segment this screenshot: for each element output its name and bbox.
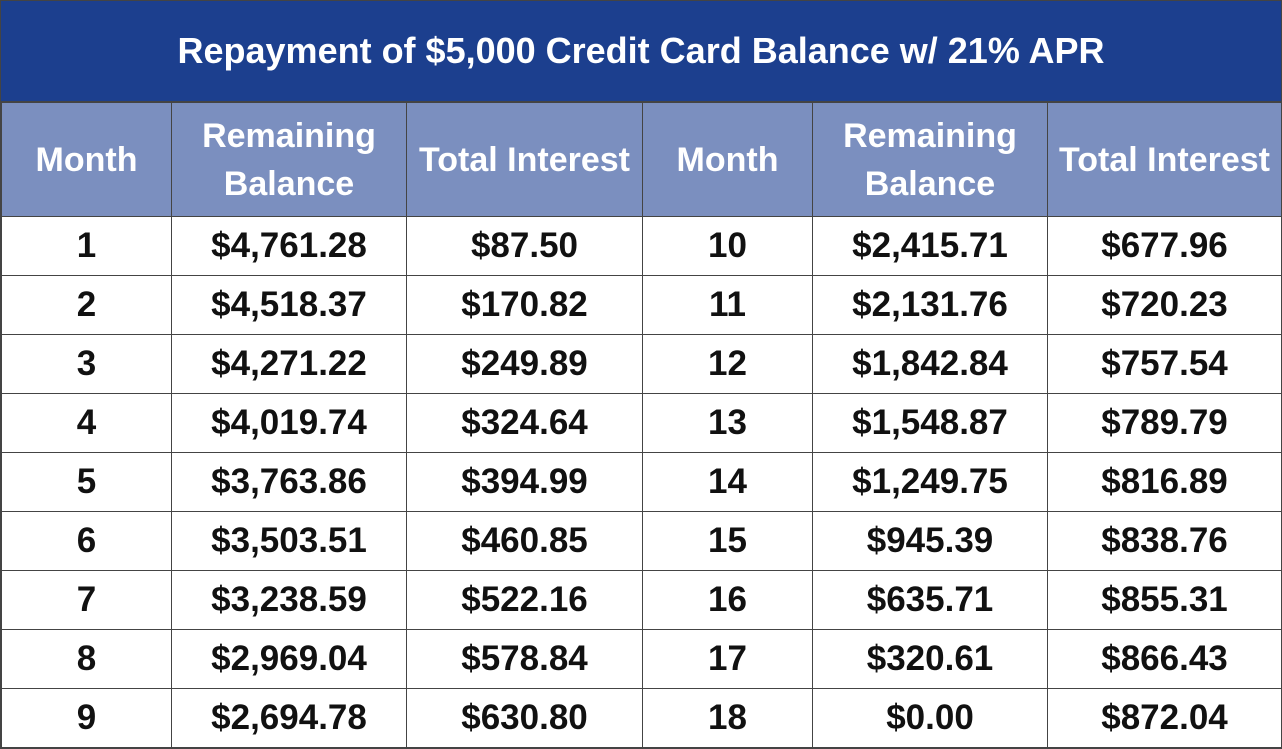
table-cell: $789.79 [1047,393,1282,453]
table-cell: $2,969.04 [171,629,407,689]
table-cell: $522.16 [406,570,643,630]
table-row: 7 $3,238.59 $522.16 16 $635.71 $855.31 [1,570,1282,630]
table-row: 5 $3,763.86 $394.99 14 $1,249.75 $816.89 [1,452,1282,512]
table-cell: $872.04 [1047,688,1282,748]
table-cell: 3 [1,334,172,394]
header-cell: Month [642,102,813,217]
header-row: Month Remaining Balance Total Interest Mont… [1,102,1282,217]
table-cell: $324.64 [406,393,643,453]
table-cell: 4 [1,393,172,453]
table-cell: 11 [642,275,813,335]
table-cell: $2,415.71 [812,216,1048,276]
table-cell: $249.89 [406,334,643,394]
table-cell: $4,271.22 [171,334,407,394]
table-cell: $3,238.59 [171,570,407,630]
table-cell: $320.61 [812,629,1048,689]
table-row: 3 $4,271.22 $249.89 12 $1,842.84 $757.54 [1,334,1282,394]
table-cell: $838.76 [1047,511,1282,571]
table-body: 1 $4,761.28 $87.50 10 $2,415.71 $677.96 2 $4,51… [1,216,1282,748]
table-cell: $720.23 [1047,275,1282,335]
table-cell: 2 [1,275,172,335]
table-cell: $4,761.28 [171,216,407,276]
table-cell: $170.82 [406,275,643,335]
table-row: 2 $4,518.37 $170.82 11 $2,131.76 $720.23 [1,275,1282,335]
table-row: 9 $2,694.78 $630.80 18 $0.00 $872.04 [1,688,1282,748]
table-cell: $4,019.74 [171,393,407,453]
table-cell: $2,694.78 [171,688,407,748]
table-cell: 12 [642,334,813,394]
table-cell: 16 [642,570,813,630]
table-cell: 10 [642,216,813,276]
table-cell: $3,763.86 [171,452,407,512]
header-cell: Remaining Balance [812,102,1048,217]
table-cell: 8 [1,629,172,689]
header-cell: Month [1,102,172,217]
table-cell: $460.85 [406,511,643,571]
table-head: Month Remaining Balance Total Interest Mont… [1,102,1282,217]
table-cell: $1,548.87 [812,393,1048,453]
table-cell: 13 [642,393,813,453]
table-cell: $394.99 [406,452,643,512]
table-cell: $635.71 [812,570,1048,630]
table-cell: $855.31 [1047,570,1282,630]
table-cell: $816.89 [1047,452,1282,512]
table-cell: 15 [642,511,813,571]
table-row: 6 $3,503.51 $460.85 15 $945.39 $838.76 [1,511,1282,571]
header-cell: Total Interest [1047,102,1282,217]
table: Month Remaining Balance Total Interest Mont… [1,102,1282,748]
table-cell: 9 [1,688,172,748]
table-row: 1 $4,761.28 $87.50 10 $2,415.71 $677.96 [1,216,1282,276]
table-cell: 14 [642,452,813,512]
table-cell: $630.80 [406,688,643,748]
table-cell: $4,518.37 [171,275,407,335]
table-cell: $87.50 [406,216,643,276]
table-cell: $1,842.84 [812,334,1048,394]
table-cell: 18 [642,688,813,748]
table-row: 4 $4,019.74 $324.64 13 $1,548.87 $789.79 [1,393,1282,453]
table-cell: $945.39 [812,511,1048,571]
table-cell: 7 [1,570,172,630]
table-title: Repayment of $5,000 Credit Card Balance … [1,1,1281,102]
header-cell: Total Interest [406,102,643,217]
table-cell: $866.43 [1047,629,1282,689]
table-cell: $757.54 [1047,334,1282,394]
table-cell: $2,131.76 [812,275,1048,335]
table-cell: 5 [1,452,172,512]
table-cell: 1 [1,216,172,276]
header-cell: Remaining Balance [171,102,407,217]
table-cell: 6 [1,511,172,571]
table-cell: $1,249.75 [812,452,1048,512]
table-cell: $3,503.51 [171,511,407,571]
table-cell: $578.84 [406,629,643,689]
table-cell: $0.00 [812,688,1048,748]
table-cell: 17 [642,629,813,689]
table-cell: $677.96 [1047,216,1282,276]
table-row: 8 $2,969.04 $578.84 17 $320.61 $866.43 [1,629,1282,689]
